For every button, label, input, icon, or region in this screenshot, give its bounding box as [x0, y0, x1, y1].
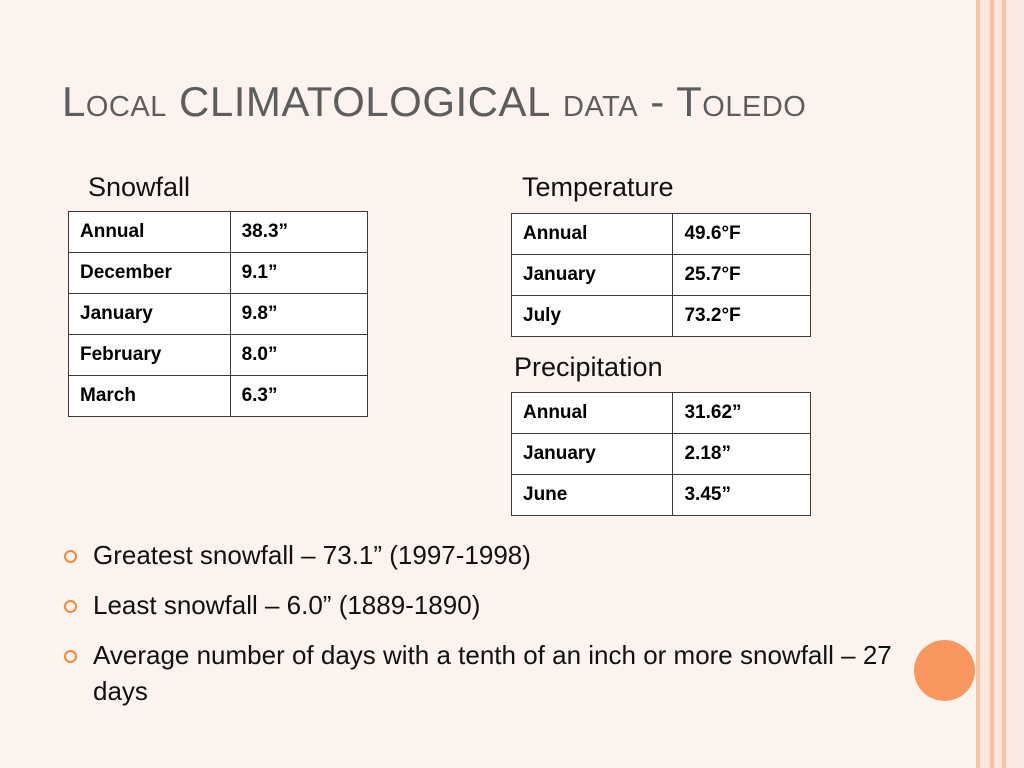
month-cell: January — [510, 433, 674, 475]
value-cell: 3.45” — [672, 474, 811, 516]
month-cell: December — [68, 252, 231, 294]
table-row: February 8.0” — [68, 334, 369, 376]
month-cell: January — [68, 293, 231, 335]
month-cell: Annual — [510, 392, 674, 434]
value-cell: 73.2°F — [672, 295, 811, 337]
month-cell: March — [68, 375, 231, 417]
bullet-circle-icon — [64, 650, 77, 663]
bullet-text: Greatest snowfall – 73.1” (1997-1998) — [93, 540, 531, 570]
month-cell: Annual — [68, 211, 231, 253]
temperature-label: Temperature — [522, 172, 674, 202]
snowfall-table: Annual 38.3” December 9.1” January 9.8” … — [68, 211, 369, 417]
table-row: Annual 49.6°F — [510, 213, 811, 255]
snowfall-label: Snowfall — [88, 172, 191, 202]
month-cell: June — [510, 474, 674, 516]
month-cell: February — [68, 334, 231, 376]
decorative-stripe — [990, 0, 994, 768]
month-cell: July — [510, 295, 674, 337]
title-part-local: Local — [62, 78, 179, 125]
table-row: June 3.45” — [510, 474, 811, 516]
precipitation-table: Annual 31.62” January 2.18” June 3.45” — [510, 392, 811, 516]
value-cell: 6.3” — [229, 375, 369, 417]
bullet-item: Least snowfall – 6.0” (1889-1890) — [64, 587, 894, 623]
title-part-climatological: CLIMATOLOGICAL — [179, 78, 551, 125]
value-cell: 9.1” — [229, 252, 369, 294]
table-row: January 9.8” — [68, 293, 369, 335]
bullet-text: Average number of days with a tenth of a… — [93, 640, 892, 706]
table-row: July 73.2°F — [510, 295, 811, 337]
bullet-list: Greatest snowfall – 73.1” (1997-1998) Le… — [64, 537, 894, 723]
title-part-data-toledo: data - Toledo — [550, 78, 807, 125]
slide-title: Local CLIMATOLOGICAL data - Toledo — [62, 78, 806, 126]
value-cell: 49.6°F — [672, 213, 811, 255]
table-row: March 6.3” — [68, 375, 369, 417]
value-cell: 38.3” — [229, 211, 369, 253]
precipitation-label: Precipitation — [514, 352, 663, 382]
table-row: Annual 31.62” — [510, 392, 811, 434]
decorative-stripe — [980, 0, 990, 768]
month-cell: January — [510, 254, 674, 296]
decorative-stripe — [1002, 0, 1006, 768]
value-cell: 2.18” — [672, 433, 811, 475]
value-cell: 25.7°F — [672, 254, 811, 296]
table-row: Annual 38.3” — [68, 211, 369, 253]
bullet-circle-icon — [64, 600, 77, 613]
value-cell: 31.62” — [672, 392, 811, 434]
table-row: January 2.18” — [510, 433, 811, 475]
table-row: January 25.7°F — [510, 254, 811, 296]
bullet-item: Greatest snowfall – 73.1” (1997-1998) — [64, 537, 894, 573]
temperature-table: Annual 49.6°F January 25.7°F July 73.2°F — [510, 213, 811, 337]
value-cell: 9.8” — [229, 293, 369, 335]
decorative-stripe — [976, 0, 980, 768]
decorative-stripe — [994, 0, 1002, 768]
bullet-text: Least snowfall – 6.0” (1889-1890) — [93, 590, 481, 620]
decorative-circle — [914, 640, 975, 701]
bullet-item: Average number of days with a tenth of a… — [64, 637, 894, 709]
decorative-stripe — [1006, 0, 1024, 768]
table-row: December 9.1” — [68, 252, 369, 294]
value-cell: 8.0” — [229, 334, 369, 376]
bullet-circle-icon — [64, 550, 77, 563]
month-cell: Annual — [510, 213, 674, 255]
